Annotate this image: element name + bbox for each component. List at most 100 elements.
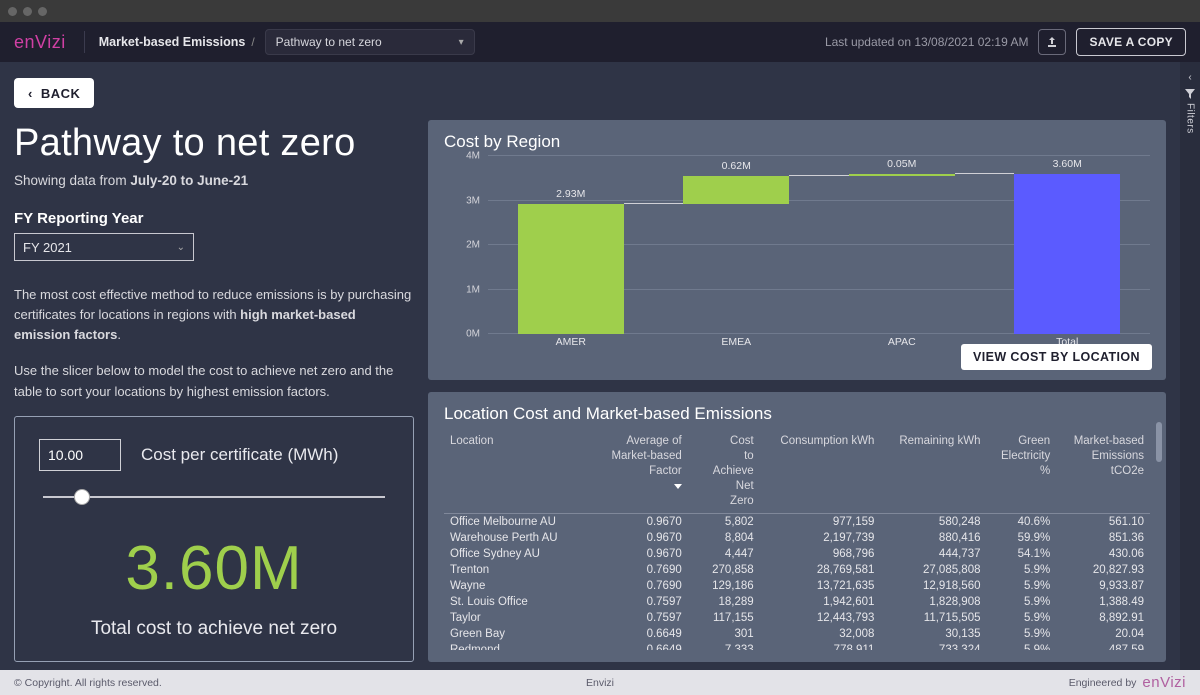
table-cell: 270,858	[688, 562, 760, 578]
back-button[interactable]: ‹ BACK	[14, 78, 94, 108]
traffic-dot	[23, 7, 32, 16]
breadcrumb-root[interactable]: Market-based Emissions	[99, 35, 246, 49]
table-header-row: LocationAverage ofMarket-basedFactorCost…	[444, 430, 1150, 513]
table-row[interactable]: Trenton0.7690270,85828,769,58127,085,808…	[444, 562, 1150, 578]
table-cell: Taylor	[444, 610, 594, 626]
last-updated-text: Last updated on 13/08/2021 02:19 AM	[825, 35, 1029, 49]
table-cell: 9,933.87	[1056, 578, 1150, 594]
cost-per-cert-input[interactable]: 10.00	[39, 439, 121, 471]
table-cell: 0.9670	[594, 530, 688, 546]
table-cell: 8,804	[688, 530, 760, 546]
col-header[interactable]: Remaining kWh	[880, 430, 986, 513]
fy-value: FY 2021	[23, 240, 72, 255]
slider-thumb[interactable]	[74, 489, 90, 505]
chevron-down-icon: ⌄	[177, 242, 185, 253]
scrollbar[interactable]	[1156, 422, 1162, 462]
filters-rail[interactable]: ‹ Filters	[1180, 62, 1200, 670]
table-cell: 30,135	[880, 626, 986, 642]
table-row[interactable]: Redmond0.66497,333778,911733,3245.9%487.…	[444, 642, 1150, 650]
table-row[interactable]: Office Melbourne AU0.96705,802977,159580…	[444, 513, 1150, 530]
col-header[interactable]: Market-basedEmissionstCO2e	[1056, 430, 1150, 513]
table-cell: 40.6%	[987, 513, 1057, 530]
breadcrumb-page-select[interactable]: Pathway to net zero ▾	[265, 29, 475, 55]
table-cell: 27,085,808	[880, 562, 986, 578]
chevron-left-icon: ‹	[28, 86, 33, 101]
table-row[interactable]: Taylor0.7597117,15512,443,79311,715,5055…	[444, 610, 1150, 626]
table-cell: 0.6649	[594, 626, 688, 642]
fy-select[interactable]: FY 2021 ⌄	[14, 233, 194, 261]
table-cell: 8,892.91	[1056, 610, 1150, 626]
view-cost-by-location-button[interactable]: VIEW COST BY LOCATION	[961, 344, 1152, 370]
col-header[interactable]: CosttoAchieveNetZero	[688, 430, 760, 513]
table-cell: 32,008	[760, 626, 881, 642]
grid-line	[488, 155, 1150, 156]
y-tick: 1M	[466, 284, 480, 295]
bar-apac[interactable]	[849, 174, 955, 176]
table-cell: Trenton	[444, 562, 594, 578]
subtitle: Showing data from July-20 to June-21	[14, 173, 414, 188]
chart-title: Cost by Region	[444, 132, 1150, 152]
table-row[interactable]: St. Louis Office0.759718,2891,942,6011,8…	[444, 594, 1150, 610]
table-cell: 12,443,793	[760, 610, 881, 626]
engineered-by-label: Engineered by	[1069, 677, 1137, 689]
cost-card: 10.00 Cost per certificate (MWh) 3.60M T…	[14, 416, 414, 662]
col-header[interactable]: Average ofMarket-basedFactor	[594, 430, 688, 513]
intro-para-1: The most cost effective method to reduce…	[14, 285, 414, 345]
x-label: AMER	[556, 336, 586, 348]
chevron-left-icon: ‹	[1188, 72, 1191, 83]
x-label: EMEA	[721, 336, 751, 348]
table-cell: St. Louis Office	[444, 594, 594, 610]
table-cell: 5.9%	[987, 594, 1057, 610]
total-cost-label: Total cost to achieve net zero	[39, 618, 389, 640]
table-cell: 1,388.49	[1056, 594, 1150, 610]
cost-by-region-panel: Cost by Region 0M1M2M3M4M 2.93M0.62M0.05…	[428, 120, 1166, 380]
table-cell: 7,333	[688, 642, 760, 650]
table-row[interactable]: Office Sydney AU0.96704,447968,796444,73…	[444, 546, 1150, 562]
table-cell: 129,186	[688, 578, 760, 594]
table-cell: 11,715,505	[880, 610, 986, 626]
table-cell: 13,721,635	[760, 578, 881, 594]
table-cell: 487.59	[1056, 642, 1150, 650]
table-cell: 18,289	[688, 594, 760, 610]
table-cell: 444,737	[880, 546, 986, 562]
breadcrumb-slash: /	[251, 35, 254, 49]
filters-label: Filters	[1185, 103, 1196, 134]
col-header[interactable]: Consumption kWh	[760, 430, 881, 513]
footer: © Copyright. All rights reserved. Envizi…	[0, 670, 1200, 695]
back-label: BACK	[41, 86, 81, 101]
bar-amer[interactable]	[518, 204, 624, 334]
right-column: Cost by Region 0M1M2M3M4M 2.93M0.62M0.05…	[428, 120, 1166, 662]
share-button[interactable]	[1038, 29, 1066, 55]
table-cell: 580,248	[880, 513, 986, 530]
table-title: Location Cost and Market-based Emissions	[444, 404, 1150, 424]
table-body: Office Melbourne AU0.96705,802977,159580…	[444, 513, 1150, 650]
table-cell: 0.7690	[594, 578, 688, 594]
table-row[interactable]: Warehouse Perth AU0.96708,8042,197,73988…	[444, 530, 1150, 546]
bar-value-label: 0.05M	[887, 158, 916, 170]
bar-total[interactable]	[1014, 174, 1120, 334]
total-cost-value: 3.60M	[39, 533, 389, 604]
y-tick: 4M	[466, 151, 480, 162]
chart-area: 2.93M0.62M0.05M3.60M	[488, 156, 1150, 334]
fy-label: FY Reporting Year	[14, 210, 414, 227]
table-cell: 0.7597	[594, 610, 688, 626]
bar-connector	[624, 203, 684, 204]
bar-value-label: 0.62M	[722, 160, 751, 172]
table-cell: Office Sydney AU	[444, 546, 594, 562]
table-row[interactable]: Wayne0.7690129,18613,721,63512,918,5605.…	[444, 578, 1150, 594]
table-row[interactable]: Green Bay0.664930132,00830,1355.9%20.04	[444, 626, 1150, 642]
y-axis: 0M1M2M3M4M	[444, 156, 484, 334]
table-cell: 977,159	[760, 513, 881, 530]
breadcrumb-page-label: Pathway to net zero	[276, 35, 382, 49]
cost-slider[interactable]	[39, 489, 389, 505]
col-header[interactable]: GreenElectricity%	[987, 430, 1057, 513]
bar-connector	[955, 173, 1015, 174]
table-cell: 28,769,581	[760, 562, 881, 578]
table-cell: 59.9%	[987, 530, 1057, 546]
window-chrome	[0, 0, 1200, 22]
col-header[interactable]: Location	[444, 430, 594, 513]
bar-emea[interactable]	[683, 176, 789, 204]
footer-mid: Envizi	[586, 677, 614, 689]
table-cell: 5.9%	[987, 578, 1057, 594]
save-copy-button[interactable]: SAVE A COPY	[1076, 28, 1186, 56]
